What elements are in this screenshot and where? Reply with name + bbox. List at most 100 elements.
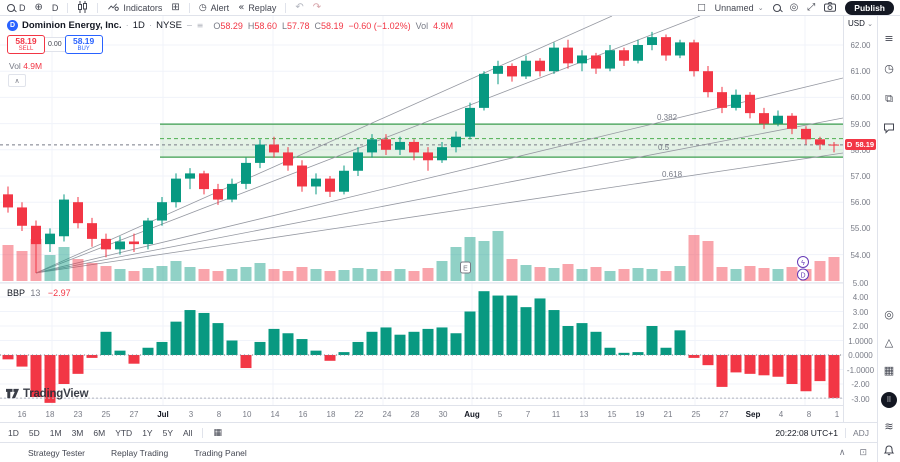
current-price-label: D 58.19 — [845, 139, 876, 151]
time-tick-label: 18 — [326, 410, 336, 419]
calendar-icon[interactable]: ▦ — [883, 364, 895, 377]
tab-strategy-tester[interactable]: Strategy Tester — [28, 447, 86, 458]
fullscreen-icon[interactable]: ⤢ — [807, 2, 816, 13]
undo-icon[interactable]: ↶ — [295, 2, 304, 13]
legend-collapse-button[interactable]: ∧ — [8, 74, 26, 87]
symbol-interval: 1D — [132, 20, 145, 31]
range-button-1d[interactable]: 1D — [8, 427, 19, 438]
spread-value: 0.00 — [45, 37, 65, 53]
range-button-ytd[interactable]: YTD — [115, 427, 133, 438]
time-tick-label: 28 — [410, 410, 420, 419]
symbol-search-label: D — [19, 2, 26, 13]
divider — [67, 2, 69, 13]
alert-button[interactable]: ◷ Alert — [198, 2, 230, 13]
price-axis[interactable]: USD ⌄ 62.00 61.00 60.00 59.00 58.00 57.00 56.0… — [843, 16, 877, 422]
save-layout-icon[interactable]: □ — [697, 2, 706, 13]
indicator-templates-icon[interactable]: ⊞ — [171, 2, 180, 13]
time-tick-label: 8 — [806, 410, 812, 419]
buy-button[interactable]: 58.19 BUY — [64, 35, 103, 55]
replay-button[interactable]: « Replay — [238, 2, 277, 13]
time-axis[interactable]: 16 18 23 25 27 Jul 3 8 10 14 16 18 22 24 28 30 Aug 5 7 11 13… — [0, 405, 843, 422]
time-tick-label: 8 — [216, 410, 222, 419]
interval-button[interactable]: D — [51, 2, 59, 13]
price-tick-label: 54.00 — [850, 250, 871, 260]
apps-icon[interactable]: ⠿ — [881, 392, 897, 408]
bbp-tick-label: 4.00 — [852, 293, 869, 302]
indicators-icon — [107, 1, 120, 14]
dot-separator: · — [148, 20, 153, 31]
indicators-button[interactable]: Indicators — [107, 1, 162, 14]
symbol-name: Dominion Energy, Inc. — [22, 20, 122, 31]
symbol-legend[interactable]: D Dominion Energy, Inc. · 1D · NYSE − ≡ … — [7, 20, 453, 31]
layout-name-menu[interactable]: Unnamed ⌄ — [714, 2, 764, 13]
tab-replay-trading[interactable]: Replay Trading — [111, 447, 169, 458]
price-tick-label: 61.00 — [850, 67, 871, 77]
time-tick-label: 16 — [298, 410, 308, 419]
date-range-buttons: 1D 5D 1M 3M 6M YTD 1Y 5Y All ▦ — [0, 427, 775, 438]
buy-sell-widget: 58.19 SELL 0.00 58.19 BUY — [7, 35, 103, 55]
notifications-bell-icon[interactable] — [878, 444, 900, 459]
time-tick-label: 25 — [101, 410, 111, 419]
chart-type-icon[interactable] — [77, 0, 88, 15]
status-bar: Strategy Tester Replay Trading Trading Pan… — [0, 442, 877, 462]
divider — [202, 427, 204, 438]
quick-search-button[interactable] — [772, 3, 781, 12]
range-button-1m[interactable]: 1M — [49, 427, 62, 438]
ideas-icon[interactable]: ◎ — [884, 308, 894, 321]
bbp-tick-label: -2.00 — [851, 380, 870, 389]
currency-selector[interactable]: USD ⌄ — [848, 19, 873, 28]
range-button-1y[interactable]: 1Y — [142, 427, 153, 438]
redo-icon[interactable]: ↷ — [312, 2, 322, 13]
tradingview-watermark: TradingView — [6, 387, 89, 400]
time-tick-label: 5 — [497, 410, 503, 419]
time-tick-label: 15 — [607, 410, 617, 419]
range-button-all[interactable]: All — [183, 427, 193, 438]
settings-icon[interactable]: ◎ — [789, 2, 799, 13]
go-to-date-icon[interactable]: ▦ — [213, 427, 222, 438]
range-button-5y[interactable]: 5Y — [162, 427, 173, 438]
range-button-6m[interactable]: 6M — [93, 427, 106, 438]
bbp-tick-label: 5.00 — [852, 278, 869, 288]
time-tick-label: 24 — [382, 410, 392, 419]
watermark-text: TradingView — [23, 387, 89, 400]
compare-add-icon[interactable]: ⊕ — [34, 2, 43, 13]
tradingview-logo-icon — [6, 387, 19, 400]
replay-icon: « — [238, 2, 245, 13]
clock-text[interactable]: 20:22:08 UTC+1 — [775, 427, 838, 438]
bbp-tick-label: 1.0000 — [848, 336, 873, 346]
range-button-5d[interactable]: 5D — [28, 427, 40, 438]
legend-hide-icon[interactable]: − — [185, 21, 193, 30]
bbp-tick-label: -1.0000 — [846, 365, 875, 375]
bbp-indicator-legend[interactable]: BBP 13 −2.97 — [7, 288, 71, 298]
object-tree-icon[interactable]: ⧉ — [885, 92, 893, 105]
time-tick-label: 30 — [438, 410, 448, 419]
price-tick-label: 59.00 — [850, 119, 871, 129]
range-button-3m[interactable]: 3M — [71, 427, 84, 438]
restore-panel-icon[interactable]: ⊡ — [859, 447, 867, 458]
fib-level-label: 0.5 — [658, 143, 670, 152]
streams-icon[interactable]: ≋ — [884, 420, 894, 433]
watchlist-icon[interactable]: ≡ — [884, 32, 894, 45]
time-tick-label: Aug — [464, 410, 480, 419]
chat-icon[interactable] — [878, 122, 900, 137]
tab-trading-panel[interactable]: Trading Panel — [194, 447, 247, 458]
chevron-down-icon: ⌄ — [757, 3, 764, 12]
publish-button[interactable]: Publish — [845, 0, 894, 15]
earnings-badge — [460, 261, 471, 274]
symbol-search-button[interactable]: D — [7, 3, 26, 13]
alerts-clock-icon[interactable]: ◷ — [884, 62, 894, 75]
legend-menu-icon[interactable]: ≡ — [196, 21, 204, 30]
fib-level-label: 0.618 — [662, 170, 683, 179]
expand-panel-icon[interactable]: ∧ — [838, 447, 846, 458]
sell-button[interactable]: 58.19 SELL — [7, 35, 45, 55]
snapshot-camera-icon[interactable] — [824, 1, 837, 14]
time-tick-label: 25 — [691, 410, 701, 419]
adjust-toggle[interactable]: ADJ — [852, 427, 869, 438]
fib-level-label: 0.382 — [657, 113, 678, 122]
symbol-exchange: NYSE — [156, 20, 182, 31]
ohlc-pair: C58.19 — [314, 20, 344, 31]
bbp-tick-label: 2.00 — [852, 322, 869, 331]
hotlists-icon[interactable]: △ — [884, 336, 894, 349]
